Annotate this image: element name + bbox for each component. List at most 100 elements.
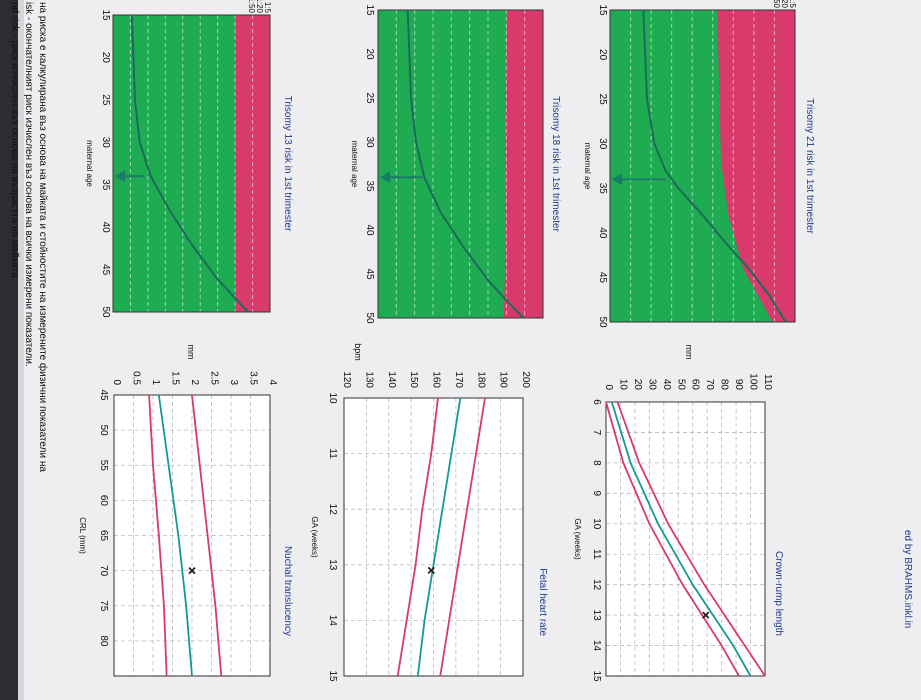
series-line — [439, 397, 486, 677]
y-tick-label: 1:50 — [247, 0, 256, 14]
x-tick-label: 50 — [98, 425, 109, 437]
measurement-marker — [702, 611, 710, 619]
y-tick-label: 170 — [453, 371, 464, 388]
risk-curve — [406, 9, 524, 319]
x-tick-label: 45 — [100, 264, 111, 276]
y-tick-label: 1:20 — [780, 0, 789, 9]
y-tick-label: 80 — [719, 379, 730, 391]
x-tick-label: 10 — [591, 518, 602, 530]
y-tick-label: 100 — [748, 373, 759, 390]
y-tick-label: 60 — [690, 379, 701, 391]
risk-marker-arrow — [612, 173, 622, 186]
y-tick-label: 40 — [661, 379, 672, 391]
y-tick-label: 130 — [363, 371, 374, 388]
x-tick-label: 30 — [597, 138, 608, 150]
x-axis-label: GA (weeks) — [573, 518, 582, 560]
y-tick-label: 150 — [408, 371, 419, 388]
plot-frame — [112, 14, 271, 313]
y-tick-label: 3 — [228, 379, 239, 385]
y-axis-unit: bpm — [353, 343, 363, 361]
risk-chart-1: Trisomy 21 risk in 1st trimester 15 20 25 30… — [583, 0, 815, 328]
x-tick-label: 25 — [597, 94, 608, 106]
risk-chart-2: Trisomy 18 risk in 1st trimester 15 20 25 30… — [350, 4, 561, 324]
x-axis-label: maternal age — [350, 141, 359, 188]
x-tick-label: 14 — [591, 640, 602, 652]
footnote-line: isk - окончателният риск изчислен въз ос… — [23, 2, 34, 367]
plot-frame — [377, 9, 544, 319]
x-tick-label: 7 — [591, 430, 602, 436]
x-tick-label: 65 — [98, 530, 109, 542]
x-tick-label: 13 — [591, 610, 602, 622]
y-tick-label: 70 — [704, 379, 715, 391]
x-tick-label: 50 — [100, 306, 111, 318]
x-tick-label: 80 — [98, 635, 109, 647]
risk-marker-arrow — [115, 170, 125, 183]
high-risk-region — [503, 10, 543, 318]
y-tick-label: 140 — [386, 371, 397, 388]
y-tick-label: 0 — [603, 384, 614, 390]
y-tick-label: 1:20 — [255, 0, 264, 14]
series-line — [616, 401, 766, 677]
growth-chart-1: 0 10 20 30 40 50 60 70 80 90 100 110678910111213141… — [573, 345, 784, 682]
y-axis-unit: mm — [684, 345, 694, 360]
x-tick-label: 15 — [327, 670, 338, 682]
chart-title: Fetal heart rate — [537, 568, 548, 636]
y-tick-label: 120 — [341, 371, 352, 388]
x-tick-label: 25 — [364, 92, 375, 104]
y-tick-label: 1.5 — [170, 371, 181, 385]
x-tick-label: 35 — [364, 180, 375, 192]
x-tick-label: 30 — [364, 136, 375, 148]
y-tick-label: 200 — [520, 371, 531, 388]
plot-background — [606, 402, 765, 676]
chart-title: Trisomy 13 risk in 1st trimester — [282, 96, 293, 232]
x-tick-label: 6 — [591, 399, 602, 405]
x-tick-label: 45 — [597, 272, 608, 284]
charts-container: Trisomy 21 risk in 1st trimester15202530… — [78, 0, 815, 682]
y-tick-label: 50 — [675, 379, 686, 391]
plot-frame — [609, 9, 796, 323]
y-tick-label: 20 — [632, 379, 643, 391]
paper-edge-shadow — [18, 0, 24, 700]
x-tick-label: 15 — [364, 4, 375, 16]
measurement-marker — [188, 566, 196, 575]
x-tick-label: 15 — [591, 670, 602, 682]
x-tick-label: 35 — [100, 179, 111, 191]
x-tick-label: 11 — [591, 549, 602, 560]
footnote-line: nd risk - риск изчислен въз основа на въ… — [9, 2, 20, 281]
x-tick-label: 20 — [100, 52, 111, 64]
series-line — [396, 397, 439, 677]
x-tick-label: 14 — [327, 615, 338, 627]
y-tick-label: 1 — [150, 379, 161, 385]
chart-title: Trisomy 18 risk in 1st trimester — [550, 96, 561, 232]
risk-curve — [642, 9, 787, 323]
x-tick-label: 20 — [597, 49, 608, 61]
y-tick-label: 2.5 — [209, 371, 220, 385]
x-tick-label: 11 — [327, 448, 338, 459]
y-tick-label: 0.5 — [131, 371, 142, 385]
document-top-text: ed by BRAHMS.inkl.in — [902, 530, 913, 628]
x-tick-label: 40 — [100, 222, 111, 234]
x-tick-label: 60 — [98, 495, 109, 507]
x-axis-label: maternal age — [85, 140, 94, 187]
y-tick-label: 3.5 — [248, 371, 259, 385]
x-tick-label: 9 — [591, 491, 602, 497]
x-tick-label: 10 — [327, 392, 338, 404]
y-tick-label: 1:5 — [788, 0, 797, 9]
series-line — [416, 397, 462, 677]
y-tick-label: 90 — [733, 379, 744, 391]
y-tick-label: 190 — [498, 371, 509, 388]
y-tick-label: 1:50 — [772, 0, 781, 9]
x-axis-label: GA (weeks) — [310, 516, 319, 558]
y-tick-label: 160 — [431, 371, 442, 388]
x-tick-label: 45 — [364, 268, 375, 280]
growth-chart-3: 0 0.5 1 1.5 2 2.5 3 3.5 4 45 50 55 60 65 70 75 80 CRL (mm… — [78, 345, 293, 677]
x-tick-label: 15 — [100, 9, 111, 21]
x-tick-label: 15 — [597, 4, 608, 16]
x-tick-label: 50 — [364, 312, 375, 324]
chart-title: Crown-rump length — [773, 551, 784, 636]
x-axis-label: maternal age — [583, 143, 592, 190]
y-tick-label: 110 — [762, 374, 773, 390]
series-line — [610, 401, 752, 677]
x-tick-label: 8 — [591, 460, 602, 466]
